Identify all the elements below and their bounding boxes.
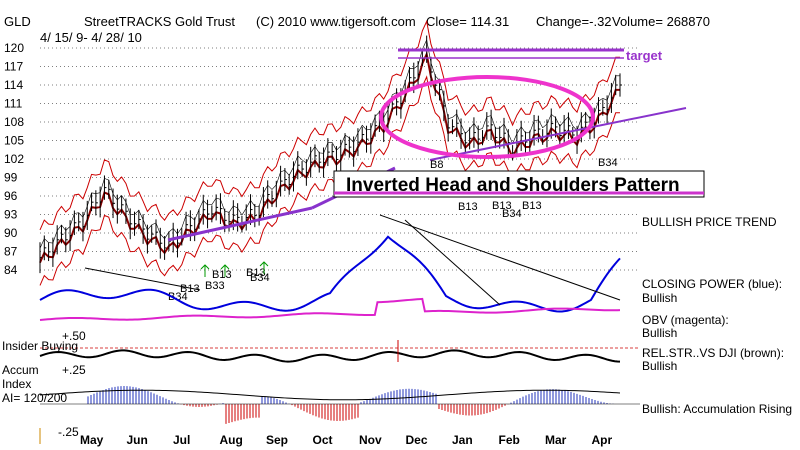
month-label: Oct	[313, 433, 333, 447]
signal-label: B33	[205, 280, 225, 292]
month-axis: May Jun Jul Aug Sep Oct Nov Dec Jan Feb Mar Apr	[80, 433, 612, 447]
pattern-label: Inverted Head and Shoulders Pattern	[346, 175, 680, 196]
lower-band	[39, 75, 620, 286]
price-tick-label: 99	[4, 171, 18, 185]
accumulation-panel	[39, 386, 640, 424]
price-tick-label: 102	[4, 152, 24, 166]
signal-label: B13	[458, 201, 478, 213]
month-label: Aug	[220, 433, 243, 447]
header-symbol: GLD	[4, 14, 31, 29]
header-name: StreetTRACKS Gold Trust	[84, 14, 235, 29]
price-tick-label: 96	[4, 189, 18, 203]
obv-line	[39, 297, 621, 321]
head-shoulders-ellipse	[379, 75, 595, 159]
price-tick-label: 93	[4, 208, 18, 222]
signal-label: B13	[522, 200, 542, 212]
month-label: Jun	[127, 433, 148, 447]
price-tick-label: 117	[4, 60, 23, 74]
support-trendline	[167, 206, 313, 242]
header-close: Close= 114.31	[426, 14, 509, 29]
month-label: May	[80, 433, 104, 447]
signal-label: B8	[430, 159, 443, 171]
accum-tick-25: +.25	[62, 363, 86, 377]
accum-label-1: Accum	[2, 363, 39, 377]
price-tick-label: 87	[4, 245, 18, 259]
accum-tick-50: +.50	[62, 329, 86, 343]
price-tick-label: 120	[4, 41, 24, 55]
neckline-trendline	[429, 107, 687, 161]
cp-trendline	[404, 219, 501, 306]
relative-strength-line	[39, 349, 621, 363]
ai-label: AI= 120/200	[2, 391, 67, 405]
moving-average	[39, 50, 620, 264]
header-date-range: 4/ 15/ 9- 4/ 28/ 10	[40, 30, 142, 45]
price-axis: 120 117 114 111 108 105 102 99 96 93 90 87 84	[4, 41, 24, 277]
upper-band	[39, 19, 620, 231]
buy-arrow	[220, 264, 230, 277]
signal-label: B13	[212, 269, 232, 281]
month-label: Nov	[359, 433, 382, 447]
buy-arrow	[259, 261, 269, 274]
bollinger-bands	[39, 19, 620, 286]
insider-label: Insider Buying	[2, 339, 78, 353]
month-label: Mar	[545, 433, 567, 447]
moving-average-thin	[39, 38, 620, 249]
header-change: Change=-.32	[536, 14, 612, 29]
obv-indicator-status: Bullish	[642, 326, 677, 340]
rs-indicator-name: REL.STR..VS DJI (brown):	[642, 346, 784, 360]
header-volume: Volume= 268870	[612, 14, 710, 29]
price-tick-label: 84	[4, 263, 18, 277]
signal-label: B13	[246, 267, 266, 279]
accum-label-2: Index	[2, 377, 31, 391]
trend-label: BULLISH PRICE TREND	[642, 215, 777, 229]
relative-strength-panel	[39, 340, 640, 363]
cp-indicator-name: CLOSING POWER (blue):	[642, 277, 782, 291]
cp-trendline	[84, 267, 201, 291]
month-label: Dec	[406, 433, 428, 447]
price-tick-label: 90	[4, 226, 18, 240]
closing-power-line	[39, 235, 621, 313]
rs-indicator-status: Bullish	[642, 359, 677, 373]
signal-label: B34	[250, 272, 270, 284]
grid-lines	[40, 47, 640, 271]
buy-arrow	[200, 264, 210, 277]
month-label: Jul	[173, 433, 190, 447]
price-tick-label: 111	[4, 97, 23, 111]
price-tick-label: 105	[4, 134, 24, 148]
month-label: Apr	[592, 433, 613, 447]
accum-tick-neg25: -.25	[58, 425, 79, 439]
month-label: Jan	[452, 433, 473, 447]
signal-label: B34	[168, 291, 188, 303]
target-label: target	[626, 48, 663, 63]
header-copyright: (C) 2010 www.tigersoft.com	[256, 14, 416, 29]
signal-label: B34	[502, 208, 522, 220]
signal-label: B34	[598, 157, 618, 169]
cp-indicator-status: Bullish	[642, 291, 677, 305]
month-label: Feb	[499, 433, 520, 447]
accumulation-average	[39, 389, 621, 401]
cp-trendline	[379, 214, 621, 301]
accumulation-label: Bullish: Accumulation Rising	[642, 402, 792, 416]
price-tick-label: 108	[4, 115, 24, 129]
month-label: Sep	[266, 433, 288, 447]
price-tick-label: 114	[4, 78, 23, 92]
signal-label: B13	[492, 200, 512, 212]
closing-power-panel	[39, 214, 621, 321]
obv-indicator-name: OBV (magenta):	[642, 313, 729, 327]
signal-label: B13	[180, 283, 200, 295]
